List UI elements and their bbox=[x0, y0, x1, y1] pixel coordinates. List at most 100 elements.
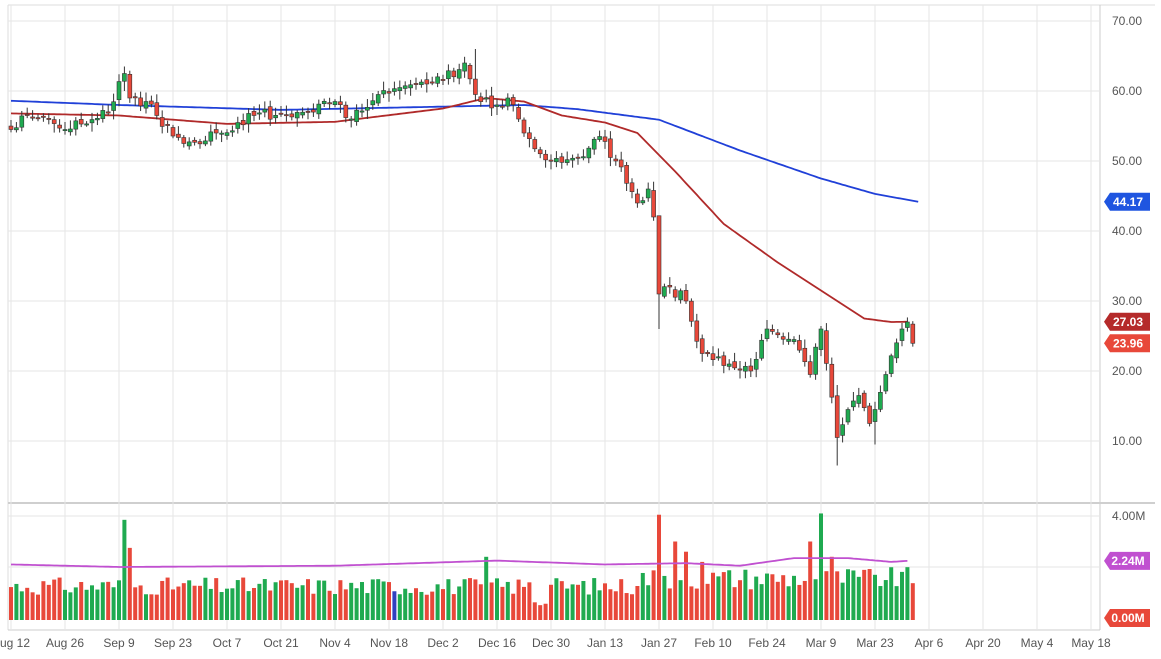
candle-body bbox=[467, 64, 473, 80]
volume-bar bbox=[603, 583, 607, 620]
volume-bar bbox=[662, 575, 667, 620]
volume-bar bbox=[397, 594, 402, 620]
volume-bar bbox=[727, 570, 732, 620]
candle-body bbox=[132, 96, 138, 99]
volume-bar bbox=[235, 580, 240, 620]
volume-ma-badge-shape bbox=[1104, 551, 1150, 570]
candle-body bbox=[246, 113, 251, 125]
volume-bar bbox=[187, 580, 192, 620]
volume-bar bbox=[414, 588, 418, 620]
grid-layer bbox=[7, 4, 1155, 631]
volume-bar bbox=[30, 592, 35, 620]
candle-body bbox=[62, 129, 68, 132]
volume-bar bbox=[522, 586, 526, 620]
volume-bar bbox=[68, 592, 73, 620]
volume-bar bbox=[565, 588, 570, 620]
candle-body bbox=[640, 200, 646, 204]
candle-body bbox=[95, 118, 100, 121]
candle-body bbox=[813, 346, 818, 375]
candle-body bbox=[532, 139, 538, 150]
volume-bar bbox=[257, 583, 262, 620]
candle-body bbox=[564, 159, 570, 163]
candle-body bbox=[483, 97, 489, 100]
time-tick-label: Sep 9 bbox=[103, 636, 135, 650]
time-tick-label: Feb 10 bbox=[694, 636, 732, 650]
volume-bar bbox=[446, 579, 451, 620]
volume-bar bbox=[619, 579, 624, 620]
time-tick-label: Aug 12 bbox=[0, 636, 30, 650]
volume-bar bbox=[208, 588, 213, 620]
candle-body bbox=[300, 111, 305, 116]
volume-bar bbox=[856, 576, 861, 620]
candle-body bbox=[894, 342, 899, 359]
volume-bar bbox=[527, 582, 532, 620]
volume-bar bbox=[889, 567, 894, 620]
volume-bar bbox=[295, 587, 300, 620]
candle-body bbox=[278, 112, 284, 115]
volume-bar bbox=[894, 586, 899, 620]
candle-body bbox=[386, 91, 392, 94]
candle-body bbox=[888, 355, 894, 374]
last-price-badge-shape bbox=[1104, 334, 1150, 353]
fast-ma-badge-label: 27.03 bbox=[1113, 315, 1143, 329]
volume-bar bbox=[835, 571, 840, 620]
volume-bar bbox=[262, 579, 267, 620]
candle-body bbox=[429, 81, 435, 84]
candle-body bbox=[797, 340, 802, 351]
candle-body bbox=[656, 215, 662, 295]
volume-bar bbox=[322, 580, 327, 620]
volume-bar bbox=[581, 580, 586, 620]
volume-bar bbox=[570, 584, 575, 620]
candle-body bbox=[305, 111, 311, 113]
candle-body bbox=[786, 338, 791, 342]
volume-bar bbox=[781, 575, 786, 620]
candle-body bbox=[710, 353, 716, 360]
fast-ma-badge-shape bbox=[1104, 312, 1150, 331]
volume-bar bbox=[592, 578, 597, 620]
volume-bar bbox=[705, 583, 710, 620]
volume-bar bbox=[408, 592, 413, 620]
volume-ma-badge-label: 2.24M bbox=[1111, 554, 1144, 568]
volume-bar bbox=[122, 519, 127, 620]
candle-body bbox=[111, 101, 116, 111]
volume-bar bbox=[597, 590, 602, 620]
volume-bar bbox=[225, 588, 229, 620]
volume-bar bbox=[883, 580, 888, 620]
candle-body bbox=[748, 365, 754, 372]
candle-body bbox=[505, 97, 511, 107]
candle-body bbox=[73, 120, 79, 130]
candle-body bbox=[343, 104, 349, 118]
candle-body bbox=[46, 118, 52, 120]
volume-bar bbox=[900, 571, 904, 620]
volume-bar bbox=[133, 587, 138, 620]
volume-bar bbox=[252, 587, 256, 620]
candle-body bbox=[8, 125, 14, 130]
candle-body bbox=[35, 117, 41, 120]
candle-body bbox=[370, 100, 376, 106]
candle-body bbox=[591, 138, 597, 150]
volume-bar bbox=[387, 582, 391, 620]
candle-body bbox=[537, 149, 543, 155]
volume-bar bbox=[171, 589, 175, 620]
candle-body bbox=[176, 133, 181, 138]
time-tick-label: Jan 27 bbox=[641, 636, 677, 650]
volume-bar bbox=[867, 569, 872, 620]
volume-bar bbox=[360, 582, 364, 620]
volume-bar bbox=[230, 588, 235, 620]
candle-body bbox=[456, 69, 462, 79]
candle-body bbox=[829, 363, 835, 398]
volume-bar bbox=[624, 593, 629, 620]
candle-body bbox=[824, 330, 829, 364]
volume-bar bbox=[392, 591, 397, 620]
candle-body bbox=[694, 320, 700, 342]
candle-body bbox=[753, 358, 759, 370]
volume-bar bbox=[84, 589, 89, 620]
candle-body bbox=[170, 127, 176, 137]
candle-body bbox=[127, 73, 133, 99]
last-price-badge-label: 23.96 bbox=[1113, 336, 1143, 350]
volume-bar bbox=[646, 585, 651, 620]
time-tick-label: Oct 21 bbox=[263, 636, 299, 650]
candle-body bbox=[764, 328, 770, 339]
